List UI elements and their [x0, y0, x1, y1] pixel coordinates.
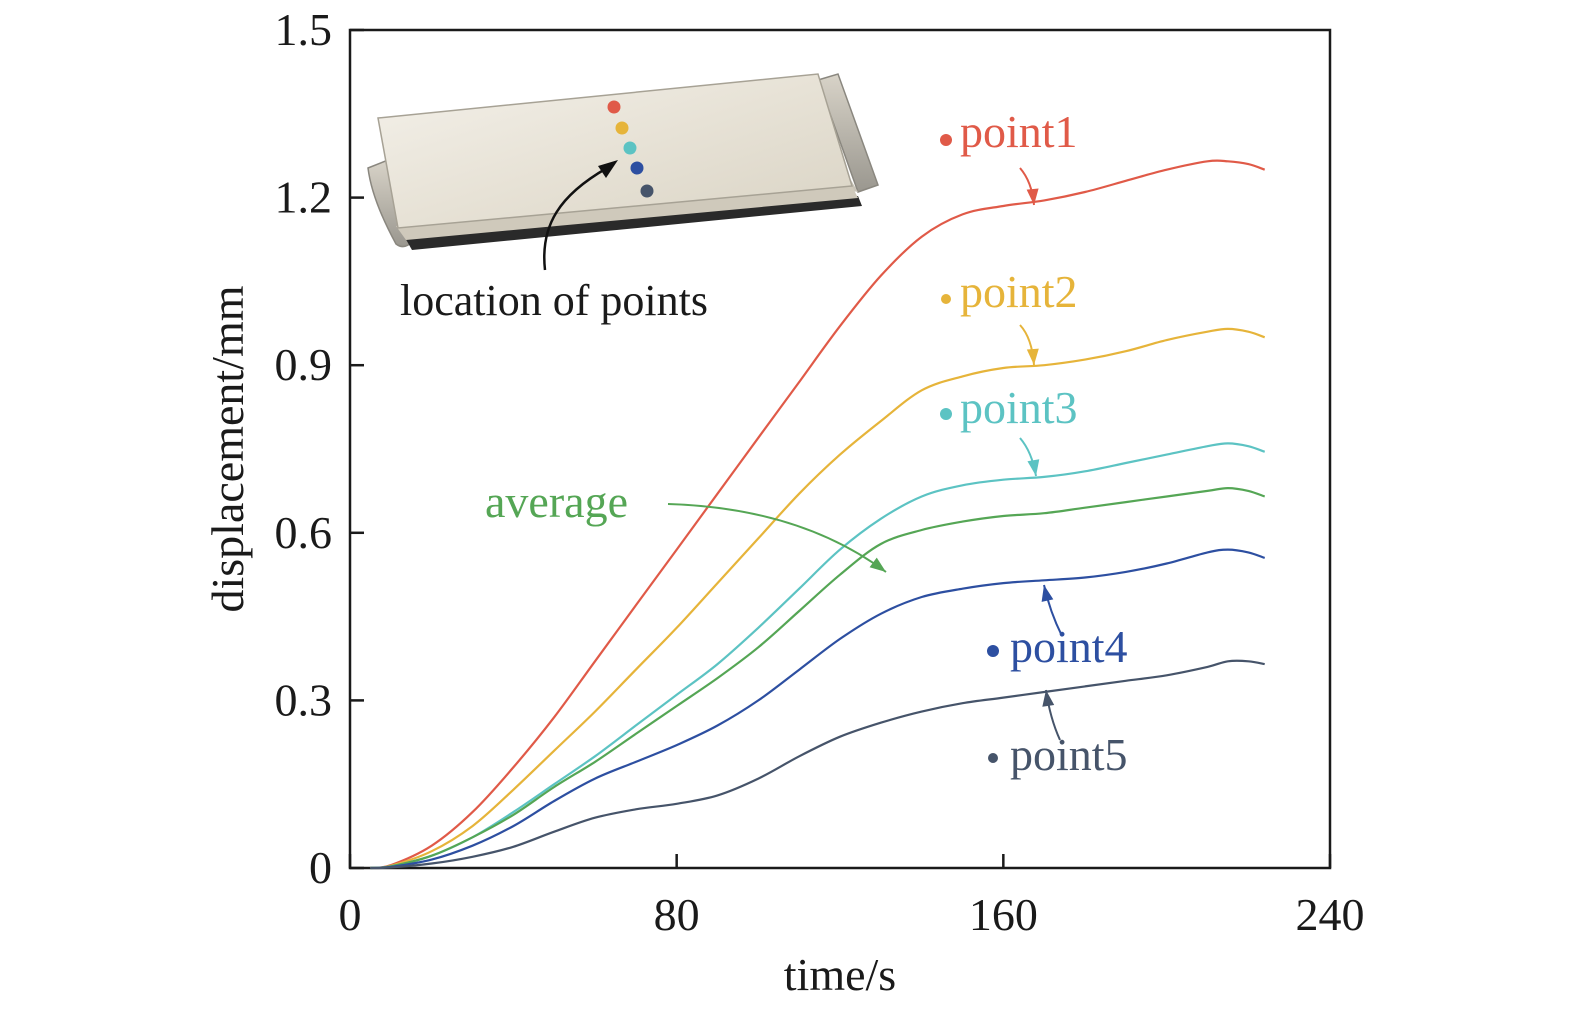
series-line-average: [370, 486, 1266, 870]
y-tick-label: 0.9: [275, 339, 333, 390]
y-tick-label: 0: [309, 842, 332, 893]
inset-point-4-dot: [630, 161, 644, 175]
annotation-point5-marker: [988, 753, 998, 763]
annotation-point4-label: point4: [1010, 621, 1128, 672]
x-tick-label: 0: [339, 889, 362, 940]
inset-pointer-arrow: [543, 166, 608, 271]
plate-bottom-edge: [404, 196, 862, 250]
annotation-point2-arrowhead: [1026, 348, 1039, 365]
plate-top-surface: [377, 73, 853, 229]
annotation-point5-label: point5: [1010, 729, 1128, 780]
inset-measurement-points: [607, 100, 654, 198]
annotation-average-arrow: [667, 503, 887, 573]
plate-right-lip: [817, 73, 879, 193]
series-line-point3: [370, 442, 1266, 870]
annotation-average-label: average: [485, 476, 628, 527]
x-tick-label: 160: [969, 889, 1038, 940]
inset-point-2-dot: [615, 121, 629, 135]
annotation-average-arrowhead: [869, 557, 886, 572]
annotation-point2-marker: [941, 294, 951, 304]
y-tick-label: 0.6: [275, 507, 333, 558]
annotation-point3-label: point3: [960, 382, 1078, 433]
inset-plate-illustration: location of points: [367, 73, 879, 325]
annotation-point1-marker: [940, 134, 952, 146]
annotation-point1-arrowhead: [1026, 188, 1039, 205]
series-line-point4: [370, 548, 1266, 870]
series-lines: [370, 159, 1266, 870]
annotation-point2-label: point2: [960, 266, 1078, 317]
inset-point-5-dot: [640, 184, 654, 198]
x-axis-title: time/s: [784, 949, 896, 1000]
inset-point-3-dot: [623, 141, 637, 155]
y-tick-label: 1.2: [275, 172, 333, 223]
series-line-point5: [370, 659, 1265, 870]
y-tick-label: 0.3: [275, 674, 333, 725]
annotation-point4-marker: [987, 645, 999, 657]
annotation-point4-arrowhead: [1041, 585, 1054, 602]
annotation-point5-arrowhead: [1042, 690, 1055, 707]
axis-ticks: 0 80 160 240 0 0.3 0.6 0.9 1.2 1.5: [275, 4, 1365, 940]
annotation-point3-arrowhead: [1027, 459, 1040, 476]
annotation-point1-label: point1: [960, 106, 1078, 157]
inset-label: location of points: [400, 276, 708, 325]
series-line-point2: [370, 327, 1266, 870]
inset-pointer-arrowhead: [598, 160, 618, 178]
inset-point-1-dot: [607, 100, 621, 114]
y-axis-title: displacement/mm: [202, 285, 253, 612]
x-tick-label: 240: [1296, 889, 1365, 940]
series-line-point1: [370, 159, 1266, 870]
series-annotations: point1 point2 point3 average point4 point5: [485, 106, 1128, 780]
x-tick-label: 80: [654, 889, 700, 940]
plot-area-frame: [348, 28, 1332, 870]
annotation-point3-marker: [940, 408, 952, 420]
y-tick-label: 1.5: [275, 4, 333, 55]
